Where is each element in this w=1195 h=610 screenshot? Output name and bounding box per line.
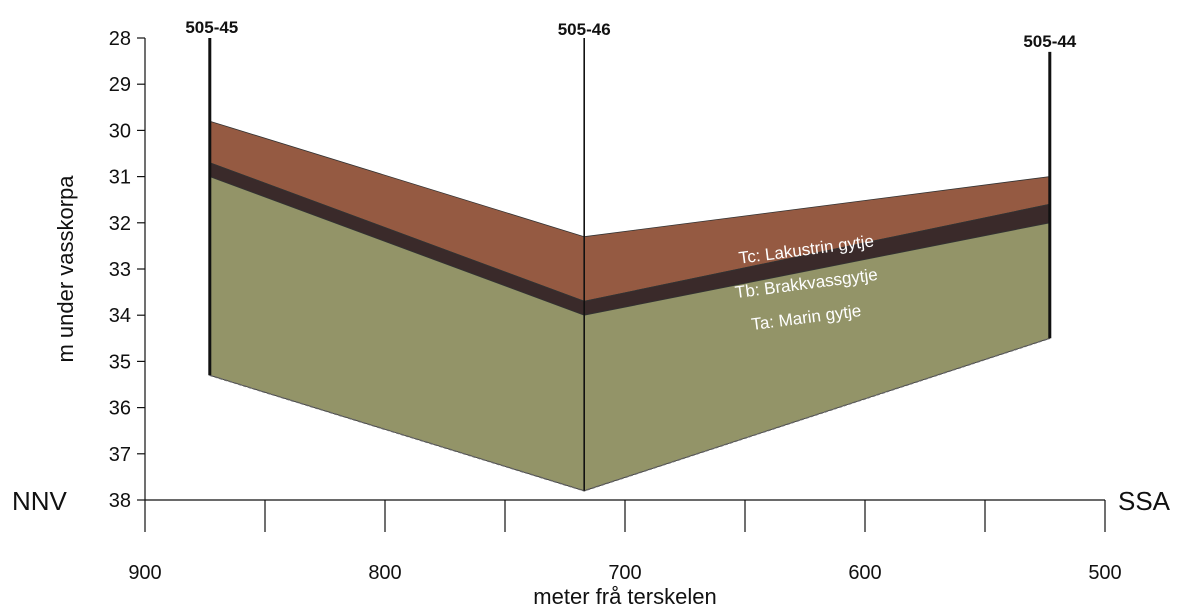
y-tick-label: 37: [109, 444, 131, 466]
core-label-505-46: 505-46: [558, 20, 611, 39]
y-tick-label: 31: [109, 167, 131, 189]
x-tick-label: 500: [1088, 562, 1121, 584]
y-tick-label: 33: [109, 259, 131, 281]
core-label-505-44: 505-44: [1023, 32, 1076, 51]
y-tick-label: 28: [109, 28, 131, 50]
core-label-505-45: 505-45: [185, 18, 238, 37]
x-axis-title: meter frå terskelen: [533, 584, 716, 609]
x-tick-label: 600: [848, 562, 881, 584]
y-tick-label: 34: [109, 305, 131, 327]
x-tick-label: 700: [608, 562, 641, 584]
y-axis-title: m under vasskorpa: [53, 175, 78, 363]
y-tick-label: 30: [109, 120, 131, 142]
y-tick-label: 35: [109, 351, 131, 373]
y-tick-label: 36: [109, 398, 131, 420]
y-tick-label: 38: [109, 490, 131, 512]
y-tick-label: 32: [109, 213, 131, 235]
left-direction-label: NNV: [12, 486, 68, 516]
x-tick-label: 900: [128, 562, 161, 584]
x-tick-label: 800: [368, 562, 401, 584]
right-direction-label: SSA: [1118, 486, 1171, 516]
y-tick-label: 29: [109, 74, 131, 96]
base-line: [209, 337, 1051, 492]
